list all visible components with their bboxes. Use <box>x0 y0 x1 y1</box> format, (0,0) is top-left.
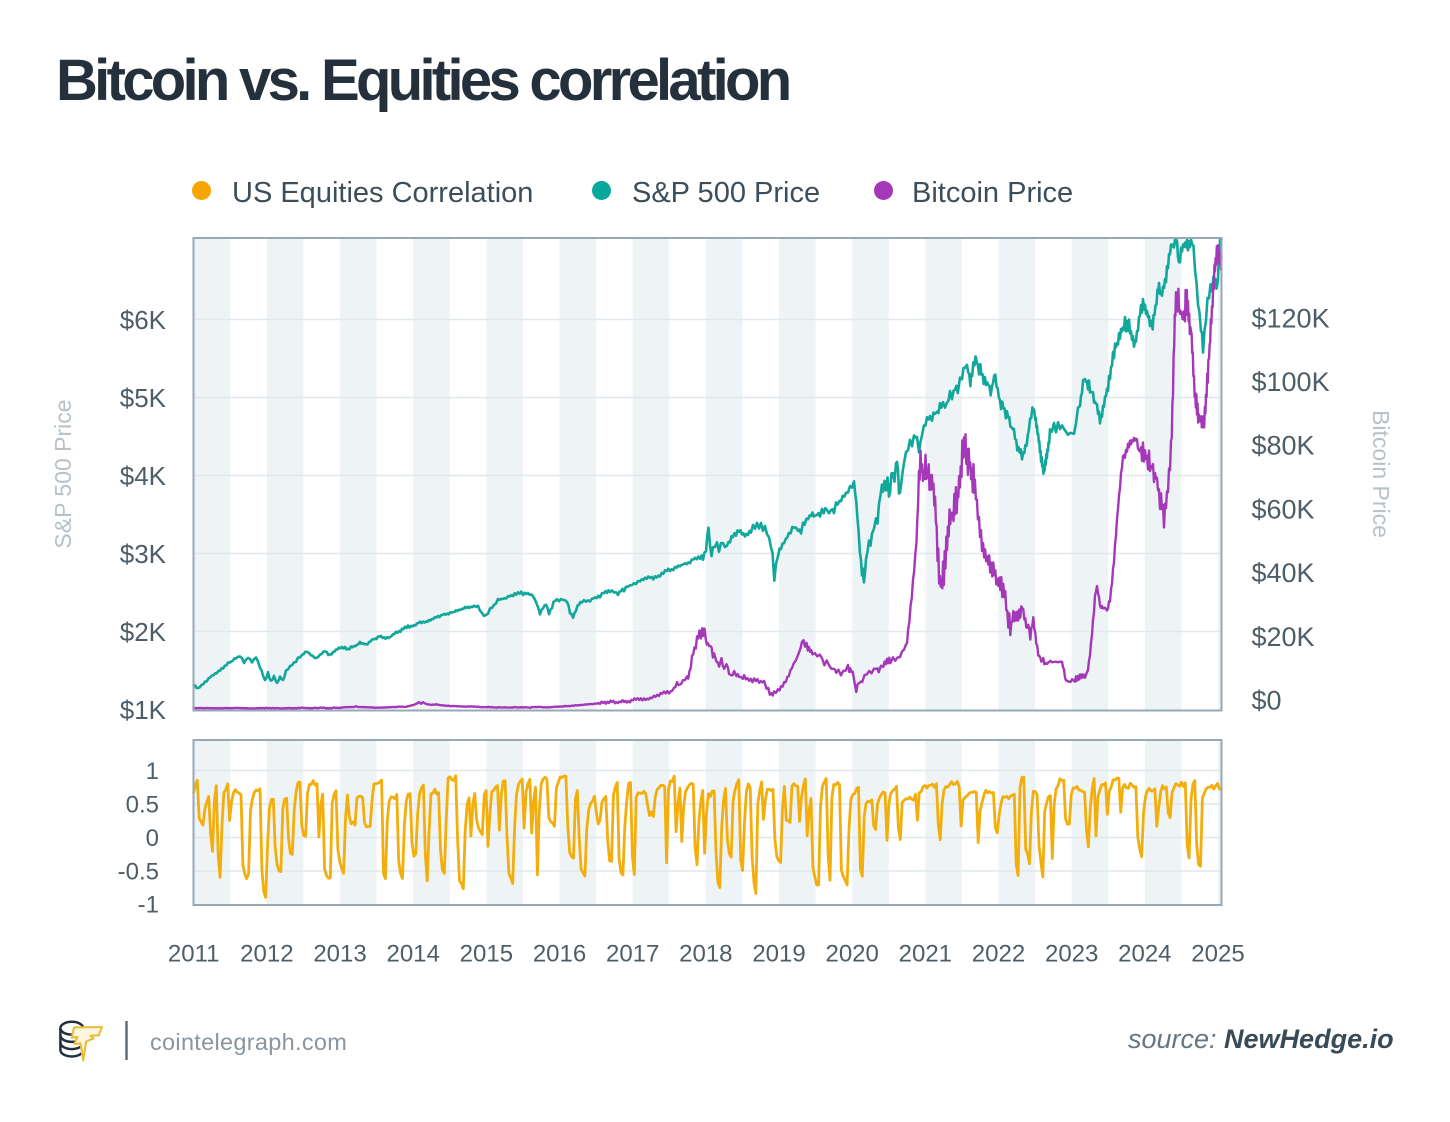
svg-text:$120K: $120K <box>1252 303 1330 333</box>
svg-text:2019: 2019 <box>752 940 805 967</box>
svg-text:2021: 2021 <box>899 940 952 967</box>
svg-text:2015: 2015 <box>460 940 513 967</box>
svg-text:2011: 2011 <box>168 940 220 967</box>
svg-text:S&P 500 Price: S&P 500 Price <box>50 399 76 548</box>
svg-text:-1: -1 <box>138 892 159 919</box>
svg-text:$20K: $20K <box>1252 622 1315 652</box>
svg-text:$1K: $1K <box>120 695 167 725</box>
svg-text:$6K: $6K <box>120 305 167 335</box>
svg-text:$0: $0 <box>1252 685 1282 715</box>
svg-text:$60K: $60K <box>1252 494 1315 524</box>
svg-text:2018: 2018 <box>679 940 732 967</box>
svg-text:0.5: 0.5 <box>126 792 159 819</box>
svg-text:$4K: $4K <box>120 461 167 491</box>
svg-text:2025: 2025 <box>1191 940 1244 967</box>
svg-text:$5K: $5K <box>120 383 167 413</box>
svg-text:2017: 2017 <box>606 940 659 967</box>
svg-text:1: 1 <box>146 758 159 785</box>
svg-text:-0.5: -0.5 <box>118 859 159 886</box>
svg-text:$3K: $3K <box>120 539 167 569</box>
svg-text:$40K: $40K <box>1252 558 1315 588</box>
svg-text:2023: 2023 <box>1045 940 1098 967</box>
svg-text:$2K: $2K <box>120 617 167 647</box>
svg-text:2024: 2024 <box>1118 940 1171 967</box>
svg-text:2022: 2022 <box>972 940 1025 967</box>
svg-text:$100K: $100K <box>1252 367 1330 397</box>
svg-text:2020: 2020 <box>825 940 878 967</box>
svg-text:$80K: $80K <box>1252 431 1315 461</box>
svg-text:2013: 2013 <box>313 940 366 967</box>
svg-text:2014: 2014 <box>386 940 439 967</box>
svg-text:0: 0 <box>146 825 159 852</box>
svg-text:Bitcoin Price: Bitcoin Price <box>1368 410 1394 538</box>
svg-text:2012: 2012 <box>240 940 293 967</box>
svg-text:2016: 2016 <box>533 940 586 967</box>
